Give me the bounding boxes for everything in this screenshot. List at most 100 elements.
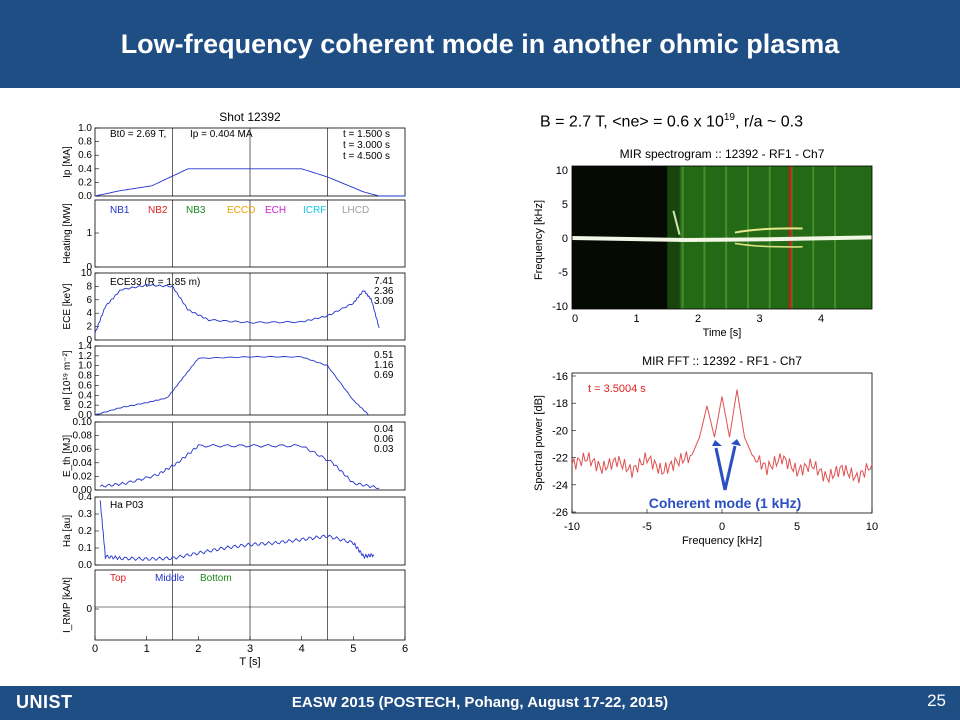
y-tick-label: 1.2: [78, 351, 92, 362]
spectrogram-x-label: Time [s]: [703, 327, 742, 339]
spectrogram-frame: [571, 165, 873, 310]
panel-y-label: E_th [MJ]: [62, 435, 73, 477]
heating-legend-entry: ICRF: [303, 205, 326, 216]
y-tick-label: 0.2: [78, 177, 92, 188]
ip-label: Ip = 0.404 MA: [190, 129, 253, 140]
spectrogram-x-tick: 1: [633, 313, 639, 325]
y-tick-label: 10: [81, 268, 93, 279]
y-tick-label: 0.8: [78, 371, 92, 382]
params-suffix: , r/a ~ 0.3: [734, 113, 804, 131]
x-tick-label: 5: [350, 643, 356, 655]
coherent-mode-annotation: Coherent mode (1 kHz): [649, 495, 801, 511]
fft-x-tick: 5: [794, 521, 800, 533]
ece-value: 7.41: [374, 276, 394, 287]
y-tick-label: 4: [86, 308, 92, 319]
y-tick-label: 0: [86, 335, 92, 346]
fft-x-tick: -5: [642, 521, 652, 533]
x-tick-label: 4: [299, 643, 305, 655]
nel-trace: [94, 355, 370, 416]
y-tick-label: 0.8: [78, 137, 92, 148]
y-tick-label: 0.6: [78, 380, 92, 391]
annotation-arrowhead-right: [731, 439, 741, 446]
eth-value: 0.03: [374, 444, 394, 455]
x-tick-label: 0: [92, 643, 98, 655]
nel-value: 1.16: [374, 360, 394, 371]
fft-y-label: Spectral power [dB]: [533, 395, 545, 491]
y-tick-label: 0.00: [73, 485, 93, 496]
nel-value: 0.51: [374, 350, 394, 361]
spectrogram-mode-lower: [734, 242, 803, 248]
fft-y-tick: -20: [552, 425, 568, 437]
fft-y-tick: -18: [552, 398, 568, 410]
y-tick-label: 0.4: [78, 492, 92, 503]
y-tick-label: 6: [86, 295, 92, 306]
left-x-label: T [s]: [239, 656, 260, 668]
ece-trace: [94, 284, 380, 334]
spectrogram-y-tick: 5: [562, 199, 568, 211]
page-number: 25: [927, 691, 946, 710]
heating-legend-entry: ECCD: [227, 205, 255, 216]
x-tick-label: 1: [144, 643, 150, 655]
fft-time-label: t = 3.5004 s: [588, 383, 646, 395]
spectrogram-dc-band: [571, 235, 873, 243]
annotation-arrowhead-left: [712, 440, 722, 446]
fft-x-tick: 0: [719, 521, 725, 533]
ip-trace: [94, 168, 405, 197]
y-tick-label: 1: [86, 228, 92, 239]
bt0-label: Bt0 = 2.69 T,: [110, 129, 166, 140]
spectrogram-y-tick: -5: [558, 267, 568, 279]
spectrogram-title: MIR spectrogram :: 12392 - RF1 - Ch7: [620, 147, 825, 161]
params-exponent: 19: [723, 112, 735, 123]
heating-legend-entry: NB2: [148, 205, 168, 216]
y-tick-label: 0.06: [73, 444, 93, 455]
y-tick-label: 1.4: [78, 341, 92, 352]
y-tick-label: 0.04: [73, 458, 93, 469]
y-tick-label: 1.0: [78, 361, 92, 372]
fft-trace: [571, 389, 873, 484]
fft-y-tick: -24: [552, 480, 568, 492]
y-tick-label: 0.2: [78, 526, 92, 537]
panel-y-label: ECE [keV]: [62, 283, 73, 329]
y-tick-label: 0: [86, 604, 92, 615]
ece-value: 3.09: [374, 296, 394, 307]
ha-channel-label: Ha P03: [110, 500, 144, 511]
x-tick-label: 2: [195, 643, 201, 655]
params-prefix: B = 2.7 T, <ne> = 0.6 x 10: [540, 113, 724, 131]
fft-y-tick: -22: [552, 453, 568, 465]
x-tick-label: 3: [247, 643, 253, 655]
heating-legend-entry: ECH: [265, 205, 286, 216]
plasma-parameters: B = 2.7 T, <ne> = 0.6 x 1019, r/a ~ 0.3: [540, 112, 803, 131]
fft-x-label: Frequency [kHz]: [682, 535, 762, 547]
panel-y-label: nel [10¹⁹ m⁻²]: [62, 350, 73, 410]
time-label: t = 4.500 s: [343, 151, 390, 162]
y-tick-label: 8: [86, 281, 92, 292]
panel-y-label: Ha [au]: [62, 515, 73, 547]
unist-logo: UNIST: [16, 692, 73, 712]
y-tick-label: 0.2: [78, 400, 92, 411]
y-tick-label: 0.3: [78, 509, 92, 520]
slide-title: Low-frequency coherent mode in another o…: [120, 29, 840, 59]
time-label: t = 3.000 s: [343, 140, 390, 151]
spectrogram-x-tick: 3: [756, 313, 762, 325]
eth-trace: [99, 443, 380, 490]
fft-x-tick: 10: [866, 521, 878, 533]
annotation-arrow-left: [714, 447, 727, 491]
annotation-arrow-right: [723, 445, 737, 491]
ha-trace: [99, 500, 375, 562]
eth-value: 0.06: [374, 434, 394, 445]
slide-header: Low-frequency coherent mode in another o…: [0, 0, 960, 88]
spectrogram-x-tick: 0: [572, 313, 578, 325]
y-tick-label: 0.10: [73, 417, 93, 428]
heating-legend-entry: NB3: [186, 205, 206, 216]
y-tick-label: 0: [86, 262, 92, 273]
conference-label: EASW 2015 (POSTECH, Pohang, August 17-22…: [291, 694, 669, 711]
fft-x-tick: -10: [564, 521, 580, 533]
y-tick-label: 0.0: [78, 560, 92, 571]
y-tick-label: 0.02: [73, 471, 93, 482]
y-tick-label: 0.08: [73, 431, 93, 442]
y-tick-label: 0.6: [78, 150, 92, 161]
ece-value: 2.36: [374, 286, 394, 297]
ece-channel-label: ECE33 (R = 1.85 m): [110, 277, 200, 288]
spectrogram-y-tick: 10: [556, 165, 568, 177]
